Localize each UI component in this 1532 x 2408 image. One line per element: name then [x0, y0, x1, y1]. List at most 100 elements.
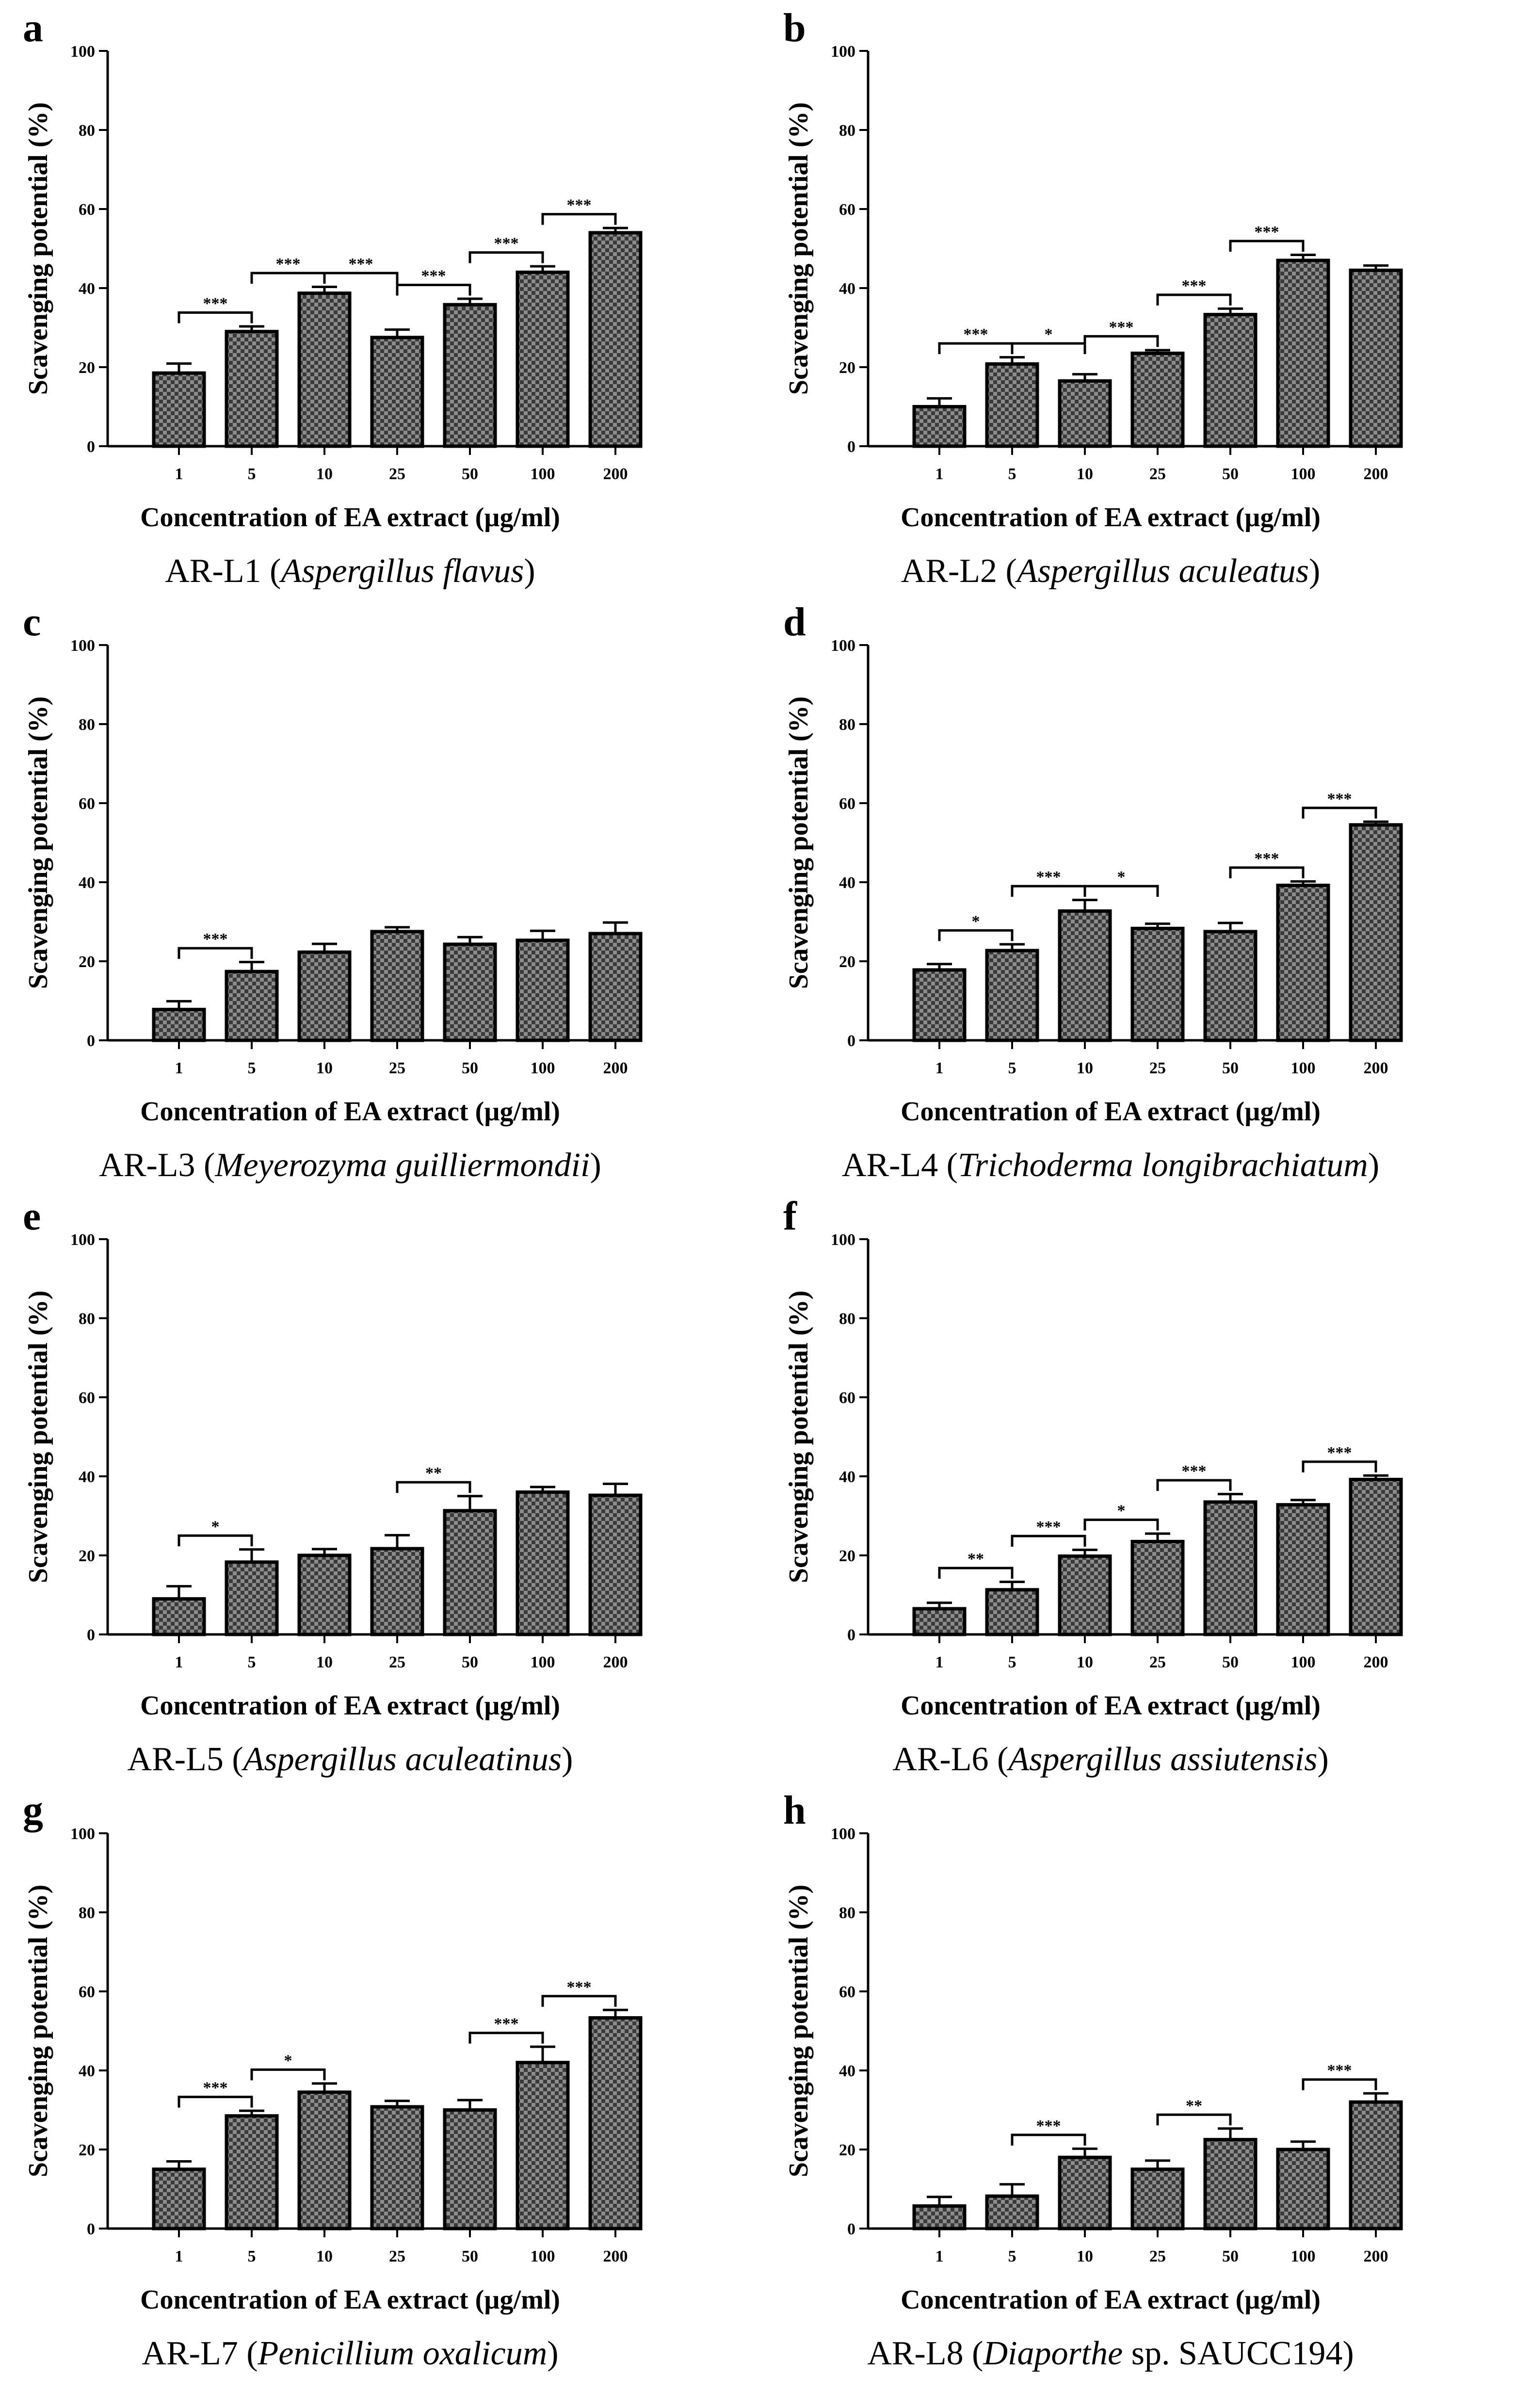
y-tick-label: 20	[79, 1547, 95, 1565]
y-tick-label: 100	[831, 637, 855, 655]
significance-bracket	[177, 2096, 253, 2108]
x-tick-label: 1	[935, 465, 944, 483]
bar-100	[516, 2061, 570, 2230]
y-tick-label: 20	[79, 359, 95, 377]
significance-label: ***	[494, 235, 519, 253]
bar-10	[1058, 1554, 1112, 1636]
significance-bracket	[323, 272, 399, 284]
significance-bracket	[250, 2068, 326, 2081]
caption-strain: AR-L4 (	[842, 1147, 958, 1184]
significance-bracket	[1156, 2113, 1232, 2126]
y-tick-label: 60	[839, 1983, 855, 2001]
caption-close: )	[547, 2335, 558, 2372]
y-axis-title: Scavenging potential (%)	[23, 696, 53, 989]
y-tick-label: 0	[87, 1032, 95, 1050]
x-axis-title: Concentration of EA extract (µg/ml)	[140, 1097, 560, 1127]
caption-close: )	[1309, 552, 1320, 590]
y-tick-label: 60	[79, 201, 95, 219]
caption-species: Trichoderma longibrachiatum	[958, 1147, 1368, 1184]
significance-label: ***	[203, 2079, 228, 2097]
significance-bracket	[541, 213, 617, 225]
significance-bracket	[1156, 1479, 1232, 1491]
significance-bracket	[177, 311, 253, 323]
y-tick-label: 60	[79, 1983, 95, 2001]
bar-1	[152, 2167, 206, 2230]
x-axis-title: Concentration of EA extract (µg/ml)	[901, 2285, 1321, 2315]
panel-letter: a	[23, 5, 43, 50]
bar-10	[297, 950, 352, 1042]
x-tick-label: 10	[1077, 1059, 1093, 1077]
panel-letter: h	[783, 1788, 806, 1833]
bar-1	[152, 371, 206, 448]
x-tick-label: 50	[462, 465, 478, 483]
bar-100	[516, 270, 570, 448]
x-tick-label: 25	[389, 1653, 405, 1671]
x-tick-label: 5	[248, 1653, 256, 1671]
significance-label: ***	[276, 255, 301, 273]
y-tick-label: 80	[79, 1310, 95, 1328]
significance-bracket	[1011, 885, 1086, 897]
caption-species: Diaporthe	[983, 2335, 1123, 2372]
bar-25	[1130, 1539, 1185, 1636]
y-tick-label: 60	[79, 1389, 95, 1407]
bar-50	[1203, 2138, 1258, 2230]
bar-50	[443, 303, 497, 448]
bar-50	[443, 942, 497, 1042]
x-tick-label: 50	[1222, 2247, 1239, 2265]
y-tick-label: 0	[847, 2220, 855, 2238]
significance-bracket	[396, 283, 471, 296]
y-tick-label: 20	[79, 2141, 95, 2159]
x-axis-title: Concentration of EA extract (µg/ml)	[901, 1097, 1321, 1127]
bar-25	[1130, 2167, 1185, 2230]
x-tick-label: 1	[175, 465, 183, 483]
significance-label: ***	[1327, 790, 1352, 808]
bar-50	[1203, 1500, 1258, 1636]
significance-label: **	[1186, 2097, 1202, 2115]
chart-panel-f: f 0 20 40 60 80 100 Scavenging potential (%) 1 5 1…	[783, 1194, 1403, 1778]
y-tick-label: 80	[839, 1310, 855, 1328]
y-tick-label: 40	[839, 2062, 855, 2080]
y-tick-label: 20	[79, 953, 95, 971]
x-tick-label: 10	[1077, 465, 1093, 483]
x-axis-title: Concentration of EA extract (µg/ml)	[140, 1691, 560, 1721]
chart-panel-b: b 0 20 40 60 80 100 Scavenging potential (%) 1 5 1…	[783, 5, 1403, 590]
chart-panel-d: d 0 20 40 60 80 100 Scavenging potential (%) 1 5 1…	[783, 599, 1403, 1184]
caption-strain: AR-L8 (	[867, 2335, 983, 2372]
significance-bracket	[250, 272, 326, 284]
bar-10	[297, 291, 352, 448]
bar-25	[370, 1547, 424, 1636]
bar-50	[443, 1509, 497, 1636]
x-tick-label: 25	[1149, 1059, 1166, 1077]
caption-strain: AR-L7 (	[142, 2335, 258, 2372]
x-tick-label: 200	[603, 465, 628, 483]
bar-100	[516, 938, 570, 1042]
significance-label: *	[211, 1518, 220, 1535]
y-tick-label: 40	[79, 1468, 95, 1486]
caption-close: )	[562, 1741, 573, 1778]
caption-strain: AR-L3 (	[99, 1147, 215, 1184]
bar-10	[297, 2090, 352, 2230]
x-tick-label: 1	[935, 1653, 944, 1671]
x-tick-label: 25	[1149, 465, 1166, 483]
bar-25	[1130, 351, 1185, 448]
panel-letter: c	[23, 599, 41, 645]
bar-50	[1203, 930, 1258, 1042]
y-axis-title: Scavenging potential (%)	[23, 1291, 53, 1584]
bar-1	[912, 2204, 967, 2230]
x-tick-label: 1	[175, 1059, 183, 1077]
x-tick-label: 50	[1222, 1653, 1239, 1671]
y-axis-title: Scavenging potential (%)	[784, 1291, 814, 1584]
y-tick-label: 100	[70, 637, 95, 655]
significance-bracket	[177, 1534, 253, 1547]
significance-label: ***	[349, 255, 373, 273]
bar-5	[985, 1588, 1039, 1636]
significance-label: ***	[567, 196, 592, 214]
x-tick-label: 10	[1077, 1653, 1093, 1671]
bar-5	[985, 2194, 1039, 2230]
x-axis-title: Concentration of EA extract (µg/ml)	[140, 502, 560, 533]
bar-10	[297, 1553, 352, 1636]
x-tick-label: 5	[1008, 1059, 1016, 1077]
bar-200	[588, 231, 643, 448]
caption-species: Aspergillus assiutensis	[1006, 1741, 1317, 1778]
y-tick-label: 40	[79, 2062, 95, 2080]
